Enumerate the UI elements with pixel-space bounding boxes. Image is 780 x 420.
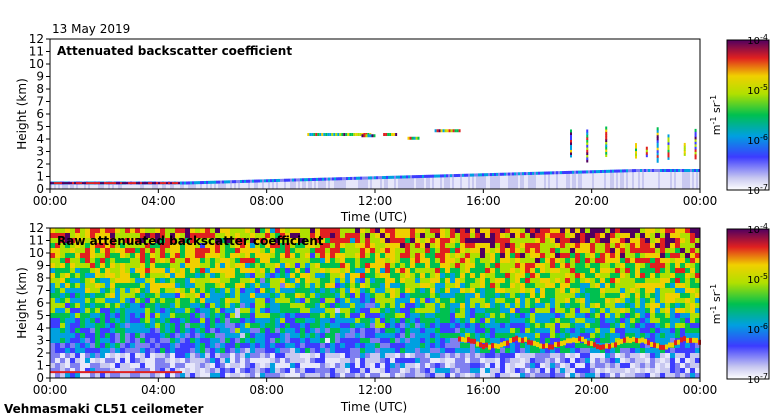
- x-tick-label: 12:00: [358, 194, 393, 208]
- panel-title-1: Attenuated backscatter coefficient: [57, 44, 292, 58]
- y-axis-label-2: Height (km): [15, 267, 29, 338]
- y-tick-label: 2: [36, 346, 44, 360]
- instrument-footer: Vehmasmaki CL51 ceilometer: [4, 402, 204, 416]
- y-tick-label: 6: [36, 296, 44, 310]
- x-axis-2: 00:00 04:00 08:00 12:00 16:00 20:00 00:00: [33, 378, 718, 397]
- y-tick-label: 3: [36, 145, 44, 159]
- signal-layer-2: [50, 228, 701, 378]
- y-tick-label: 0: [36, 371, 44, 385]
- x-tick-label: 08:00: [249, 383, 284, 397]
- plot-area-1: [50, 39, 700, 189]
- y-axis-label-1: Height (km): [15, 78, 29, 149]
- panel-raw-attenuated-backscatter: Raw attenuated backscatter coefficient 0…: [15, 221, 770, 414]
- x-tick-label: 00:00: [683, 194, 718, 208]
- x-tick-label: 00:00: [33, 194, 68, 208]
- y-tick-label: 12: [29, 221, 44, 235]
- y-tick-label: 4: [36, 132, 44, 146]
- y-tick-label: 7: [36, 284, 44, 298]
- date-label: 13 May 2019: [52, 22, 130, 36]
- panel-attenuated-backscatter: Attenuated backscatter coefficient 01234…: [15, 32, 770, 224]
- colorbar-tick-label: 10-7: [747, 372, 768, 386]
- y-tick-label: 5: [36, 120, 44, 134]
- x-tick-label: 12:00: [358, 383, 393, 397]
- colorbar-unit-2: m-1 sr-1: [709, 284, 723, 324]
- colorbar-unit-1: m-1 sr-1: [709, 95, 723, 135]
- y-tick-label: 7: [36, 95, 44, 109]
- y-tick-label: 1: [36, 359, 44, 373]
- y-tick-label: 1: [36, 170, 44, 184]
- y-tick-label: 8: [36, 82, 44, 96]
- x-tick-label: 04:00: [141, 194, 176, 208]
- x-tick-label: 08:00: [249, 194, 284, 208]
- y-tick-label: 0: [36, 182, 44, 196]
- x-tick-label: 16:00: [466, 194, 501, 208]
- y-tick-label: 10: [29, 246, 44, 260]
- y-tick-label: 9: [36, 70, 44, 84]
- x-tick-label: 16:00: [466, 383, 501, 397]
- signal-layer-1: [50, 126, 700, 189]
- y-tick-label: 6: [36, 107, 44, 121]
- colorbar-2: 10-710-610-510-4 m-1 sr-1: [709, 222, 770, 386]
- x-axis-label-2: Time (UTC): [340, 400, 407, 414]
- y-tick-label: 12: [29, 32, 44, 46]
- x-tick-label: 20:00: [574, 383, 609, 397]
- y-tick-label: 9: [36, 259, 44, 273]
- x-tick-label: 20:00: [574, 194, 609, 208]
- x-tick-label: 00:00: [683, 383, 718, 397]
- y-tick-label: 11: [29, 45, 44, 59]
- x-tick-label: 04:00: [141, 383, 176, 397]
- colorbar-gradient-2: [726, 228, 770, 380]
- y-tick-label: 8: [36, 271, 44, 285]
- x-tick-label: 00:00: [33, 383, 68, 397]
- x-axis-label-1: Time (UTC): [340, 210, 407, 224]
- y-tick-label: 5: [36, 309, 44, 323]
- y-tick-label: 4: [36, 321, 44, 335]
- y-tick-label: 10: [29, 57, 44, 71]
- x-axis-1: 00:00 04:00 08:00 12:00 16:00 20:00 00:00: [33, 189, 718, 208]
- panel-title-2: Raw attenuated backscatter coefficient: [57, 234, 324, 248]
- colorbar-1: 10-710-610-510-4 m-1 sr-1: [709, 33, 770, 197]
- colorbar-tick-label: 10-7: [747, 183, 768, 197]
- y-tick-label: 2: [36, 157, 44, 171]
- y-tick-label: 11: [29, 234, 44, 248]
- colorbar-gradient-1: [726, 39, 770, 191]
- y-tick-label: 3: [36, 334, 44, 348]
